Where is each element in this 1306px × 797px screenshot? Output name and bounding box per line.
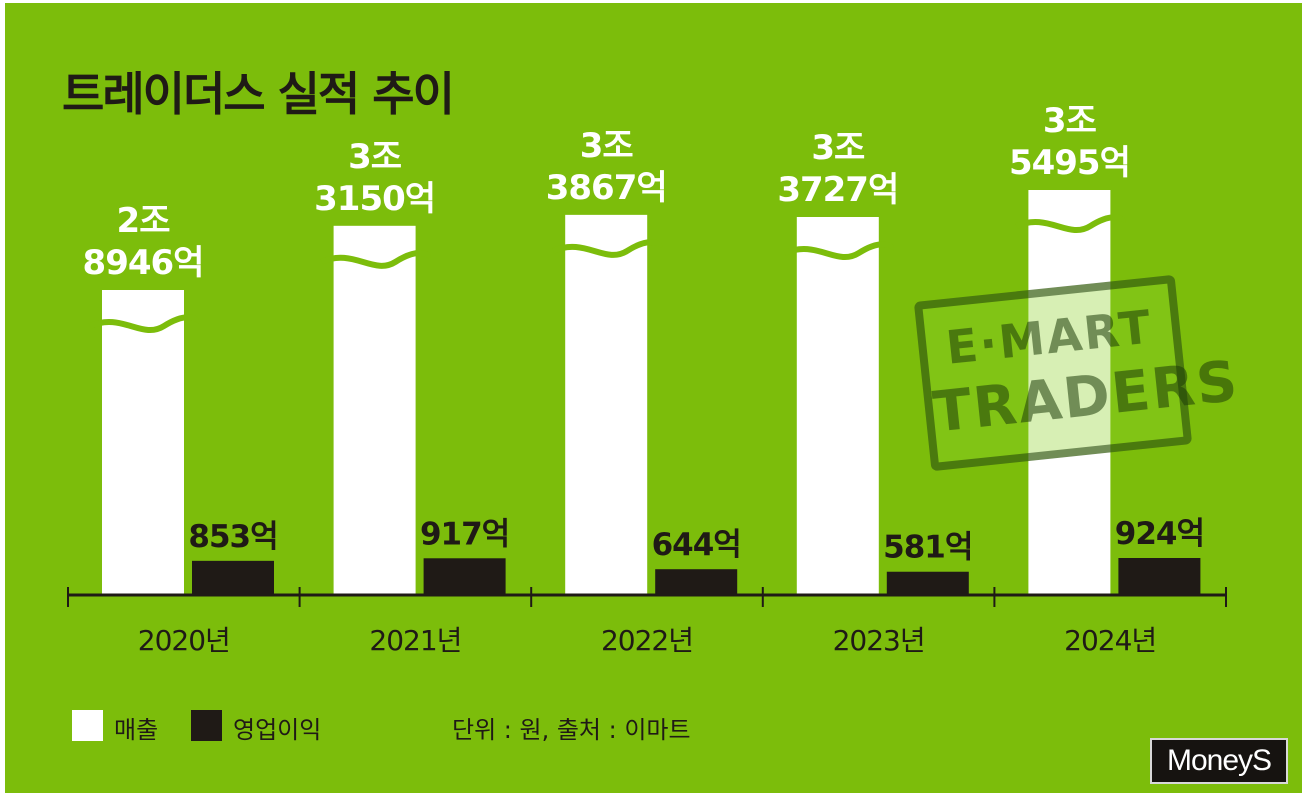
operating-profit-data-label: 917억 <box>420 516 509 552</box>
legend-label-operating-profit: 영업이익 <box>233 716 322 744</box>
axis-break-mark <box>552 239 663 258</box>
revenue-data-label: 3150억 <box>314 179 435 219</box>
revenue-bar <box>333 225 416 595</box>
x-tick-label: 2023년 <box>833 624 925 657</box>
axis-break-mark <box>320 250 431 269</box>
x-tick-label: 2020년 <box>138 624 230 657</box>
legend-swatch-operating-profit <box>191 710 222 741</box>
operating-profit-bar <box>192 560 274 595</box>
x-tick-label: 2021년 <box>369 624 461 657</box>
legend-label-revenue: 매출 <box>114 716 159 744</box>
revenue-data-label: 3727억 <box>777 170 898 210</box>
moneys-logo: MoneyS <box>1150 738 1288 784</box>
operating-profit-data-label: 581억 <box>883 530 972 566</box>
operating-profit-data-label: 644억 <box>652 527 741 563</box>
revenue-data-label: 8946억 <box>83 243 204 283</box>
x-tick-label: 2024년 <box>1064 624 1156 657</box>
operating-profit-bar <box>655 569 738 595</box>
operating-profit-bar <box>886 571 969 595</box>
operating-profit-data-label: 924억 <box>1115 516 1204 552</box>
operating-profit-bar <box>423 558 506 595</box>
chart-title: 트레이더스 실적 추이 <box>62 67 455 121</box>
revenue-bar <box>565 214 648 595</box>
revenue-data-label: 3조 <box>1043 101 1097 141</box>
revenue-data-label: 3867억 <box>546 168 667 208</box>
unit-source-note: 단위 : 원, 출처 : 이마트 <box>452 716 691 744</box>
operating-profit-bar <box>1118 558 1201 595</box>
revenue-data-label: 5495억 <box>1009 143 1130 183</box>
x-tick-label: 2022년 <box>601 624 693 657</box>
revenue-bar <box>102 290 184 595</box>
axis-break-mark <box>783 241 894 261</box>
emart-traders-watermark: E·MART TRADERS <box>913 274 1242 472</box>
revenue-data-label: 3조 <box>580 126 634 166</box>
revenue-bar <box>796 216 879 595</box>
revenue-data-label: 3조 <box>811 128 865 168</box>
operating-profit-data-label: 853억 <box>188 519 277 555</box>
revenue-bar <box>1028 190 1111 595</box>
axis-break-mark <box>88 314 200 334</box>
legend-swatch-revenue <box>72 710 103 741</box>
axis-break-mark <box>1015 214 1126 234</box>
revenue-data-label: 3조 <box>348 137 402 177</box>
revenue-data-label: 2조 <box>117 201 171 241</box>
